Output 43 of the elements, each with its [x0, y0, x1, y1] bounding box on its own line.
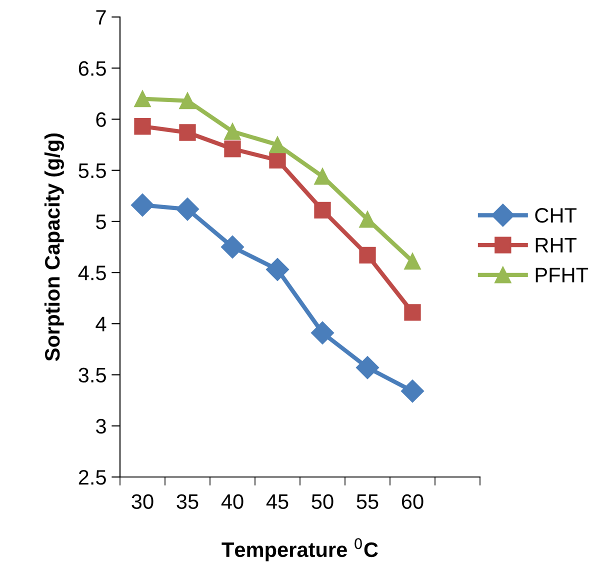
y-tick-label: 3 — [96, 418, 106, 434]
point — [179, 124, 196, 141]
point — [131, 194, 154, 217]
point — [401, 380, 424, 403]
legend-label: RHT — [536, 238, 577, 252]
point — [356, 356, 379, 380]
x-tick-label: 60 — [402, 494, 424, 509]
y-tick-label: 5 — [96, 214, 106, 230]
point — [134, 118, 151, 135]
point — [221, 236, 244, 258]
point — [224, 140, 241, 158]
point — [176, 198, 199, 221]
point — [359, 211, 376, 228]
y-tick-label: 6 — [96, 112, 106, 127]
x-tick-label: 30 — [132, 494, 154, 509]
y-tick-label: 4 — [96, 316, 106, 332]
point — [359, 246, 376, 264]
y-tick-label: 5.5 — [78, 164, 106, 178]
point — [179, 92, 196, 110]
x-tick-label: 35 — [176, 494, 198, 509]
point — [404, 252, 421, 270]
y-tick-label: 2.5 — [78, 470, 106, 485]
point — [311, 321, 334, 344]
point — [266, 258, 289, 281]
x-tick-label: 55 — [356, 494, 378, 509]
y-tick-label: 7 — [96, 10, 106, 25]
point — [134, 90, 151, 108]
x-tick-label: 40 — [221, 494, 244, 509]
legend-label: PFHT — [536, 268, 588, 282]
x-tick-label: 45 — [266, 494, 288, 509]
x-tick-label: 50 — [312, 494, 334, 509]
y-tick-label: 3.5 — [78, 368, 106, 383]
point — [269, 152, 286, 168]
x-axis-title: Temperature $^{0}$C — [222, 538, 378, 562]
y-axis-title: Sorption Capacity (g/g) — [44, 133, 64, 361]
legend-label: CHT — [535, 208, 577, 223]
y-tick-label: 4.5 — [78, 266, 106, 280]
point — [404, 304, 421, 321]
point — [314, 168, 331, 185]
point — [269, 136, 286, 154]
point — [314, 202, 331, 219]
point — [224, 123, 241, 140]
y-tick-label: 6.5 — [78, 61, 106, 76]
